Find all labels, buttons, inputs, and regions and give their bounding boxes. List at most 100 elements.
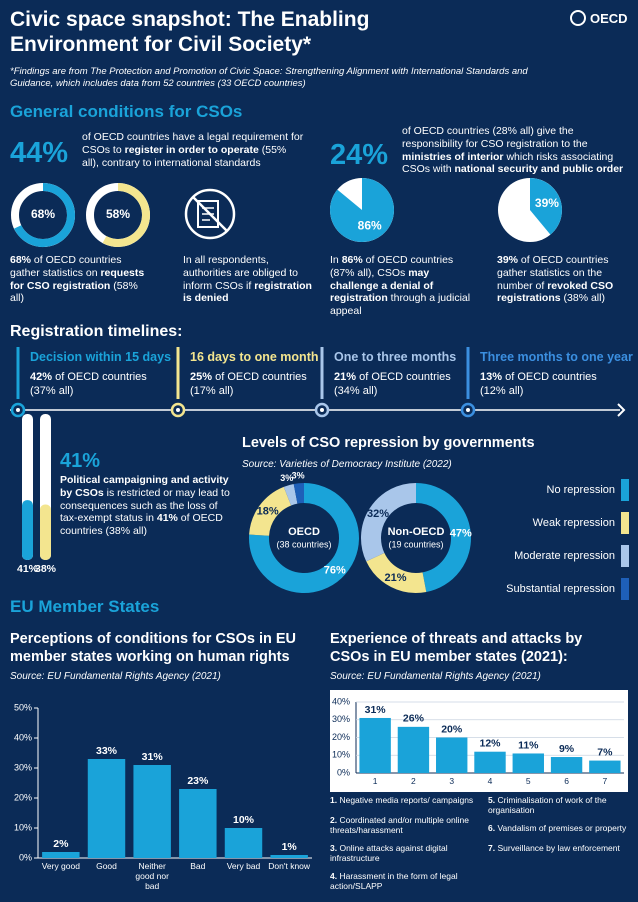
bold-text: 5. (488, 795, 496, 805)
ring-arc (102, 183, 150, 247)
timeline-dot (176, 408, 180, 412)
ring-arc (14, 183, 75, 247)
donut-label: 47% (450, 528, 472, 540)
legend-item: 7. Surveillance by law enforcement (488, 843, 630, 853)
y-tick-label: 20% (332, 732, 350, 742)
bar (179, 789, 217, 858)
donut-label: 3% (280, 473, 293, 483)
x-tick-label: 7 (602, 776, 608, 786)
bold-text: 2. (330, 815, 338, 825)
legend-item: 1. Negative media reports/ campaigns (330, 795, 480, 805)
ring-label: 58% (106, 207, 130, 221)
pie-label: 86% (358, 218, 382, 232)
text: Online attacks against digital infrastru… (330, 843, 448, 864)
pie-slice (330, 178, 395, 242)
y-tick-label: 30% (14, 762, 32, 772)
bold-text: 13% (480, 371, 503, 383)
campaign-text: Political campaigning and activity by CS… (60, 474, 232, 538)
text: (58% all) (10, 279, 138, 305)
value-label: 9% (559, 743, 575, 755)
bar (40, 504, 51, 560)
bold-text: requests for CSO registration (10, 266, 145, 292)
logo-circle (570, 10, 586, 26)
text: Surveillance by law enforcement (497, 843, 620, 853)
bar (133, 765, 171, 858)
x-tick-label: Bad (190, 861, 206, 871)
bold-text: 1. (330, 795, 338, 805)
text: of OECD countries gather statistics on t… (497, 254, 609, 292)
timeline-bar (466, 347, 470, 399)
timeline-share: 13% of OECD countries (480, 371, 597, 384)
legend-label: Weak repression (533, 517, 615, 529)
bar-label: 41% (17, 563, 39, 575)
donut-segment (366, 552, 427, 593)
section-heading: EU Member States (10, 597, 160, 616)
x-tick-label: 5 (525, 776, 531, 786)
text: Negative media reports/ campaigns (339, 795, 474, 805)
value-label: 33% (96, 745, 118, 757)
bold-text: 86% (341, 254, 363, 266)
bar (359, 717, 391, 773)
bold-text: 21% (334, 371, 357, 383)
title: Civic space snapshot: The Enabling Envir… (10, 8, 370, 56)
footnote: *Findings are from The Protection and Pr… (10, 66, 528, 89)
rings-text: 68% of OECD countries gather statistics … (10, 254, 150, 305)
text: Coordinated and/or multiple online threa… (330, 815, 469, 836)
bold-text: 4. (330, 871, 338, 881)
x-tick-label: 2 (411, 776, 416, 786)
chart-source: Source: EU Fundamental Rights Agency (20… (10, 671, 221, 682)
stat-text: of OECD countries have a legal requireme… (82, 131, 304, 169)
text: of OECD countries gather statistics on (10, 254, 122, 279)
legend-label: Substantial repression (506, 583, 615, 595)
pie-text: In 86% of OECD countries (87% all), CSOs… (330, 254, 480, 318)
bold-text: 42% (30, 371, 53, 383)
donut-segment (361, 483, 417, 562)
x-tick-label: 3 (449, 776, 455, 786)
y-tick-label: 50% (14, 702, 32, 712)
logo: OECD (590, 11, 628, 26)
timeline-arrow (617, 403, 626, 417)
y-tick-label: 10% (14, 822, 32, 832)
bar (270, 855, 308, 858)
timeline-dot (320, 408, 324, 412)
bar (397, 726, 430, 773)
x-tick-label: Good (96, 861, 117, 871)
y-tick-label: 40% (332, 696, 350, 706)
y-tick-label: 30% (332, 714, 350, 724)
legend-swatch (621, 578, 629, 600)
bold-text: may challenge a denial of registration (330, 266, 434, 305)
bar (224, 828, 263, 858)
timeline-share: 42% of OECD countries (30, 371, 147, 384)
pie-label: 39% (535, 196, 559, 210)
donut-segment (415, 483, 471, 593)
timeline-dot (16, 408, 20, 412)
ring-label: 68% (31, 207, 55, 221)
text: of OECD countries (212, 371, 307, 383)
legend-item: 2. Coordinated and/or multiple online th… (330, 815, 480, 835)
section-heading: General conditions for CSOs (10, 102, 243, 121)
legend-label: No repression (547, 484, 615, 496)
text: (38% all) (560, 292, 605, 305)
notice-icon (184, 188, 236, 240)
bold-text: register in order to operate (124, 143, 259, 156)
timeline-note: (12% all) (480, 385, 524, 397)
x-tick-label: Don't know (268, 861, 311, 871)
donut-label: 18% (257, 505, 279, 517)
bold-text: national security and public order (454, 163, 624, 176)
donut-note: (19 countries) (388, 539, 443, 549)
timeline-title: Decision within 15 days (30, 350, 172, 364)
timeline-dot (466, 408, 470, 412)
section-heading: Registration timelines: (10, 323, 183, 340)
x-tick-label: 1 (372, 776, 378, 786)
x-tick-label: 6 (564, 776, 569, 786)
donut-segment (249, 483, 359, 593)
text: In (330, 254, 342, 266)
chart-title: Perceptions of conditions for CSOs in EU… (10, 631, 296, 666)
legend-swatch (621, 479, 629, 501)
donut-label: 3% (292, 471, 305, 481)
donut-name: OECD (288, 526, 320, 538)
text: of OECD countries (502, 371, 597, 383)
donut-segment (249, 486, 292, 537)
timeline-note: (34% all) (334, 385, 378, 397)
text: Criminalisation of work of the organisat… (488, 795, 607, 816)
